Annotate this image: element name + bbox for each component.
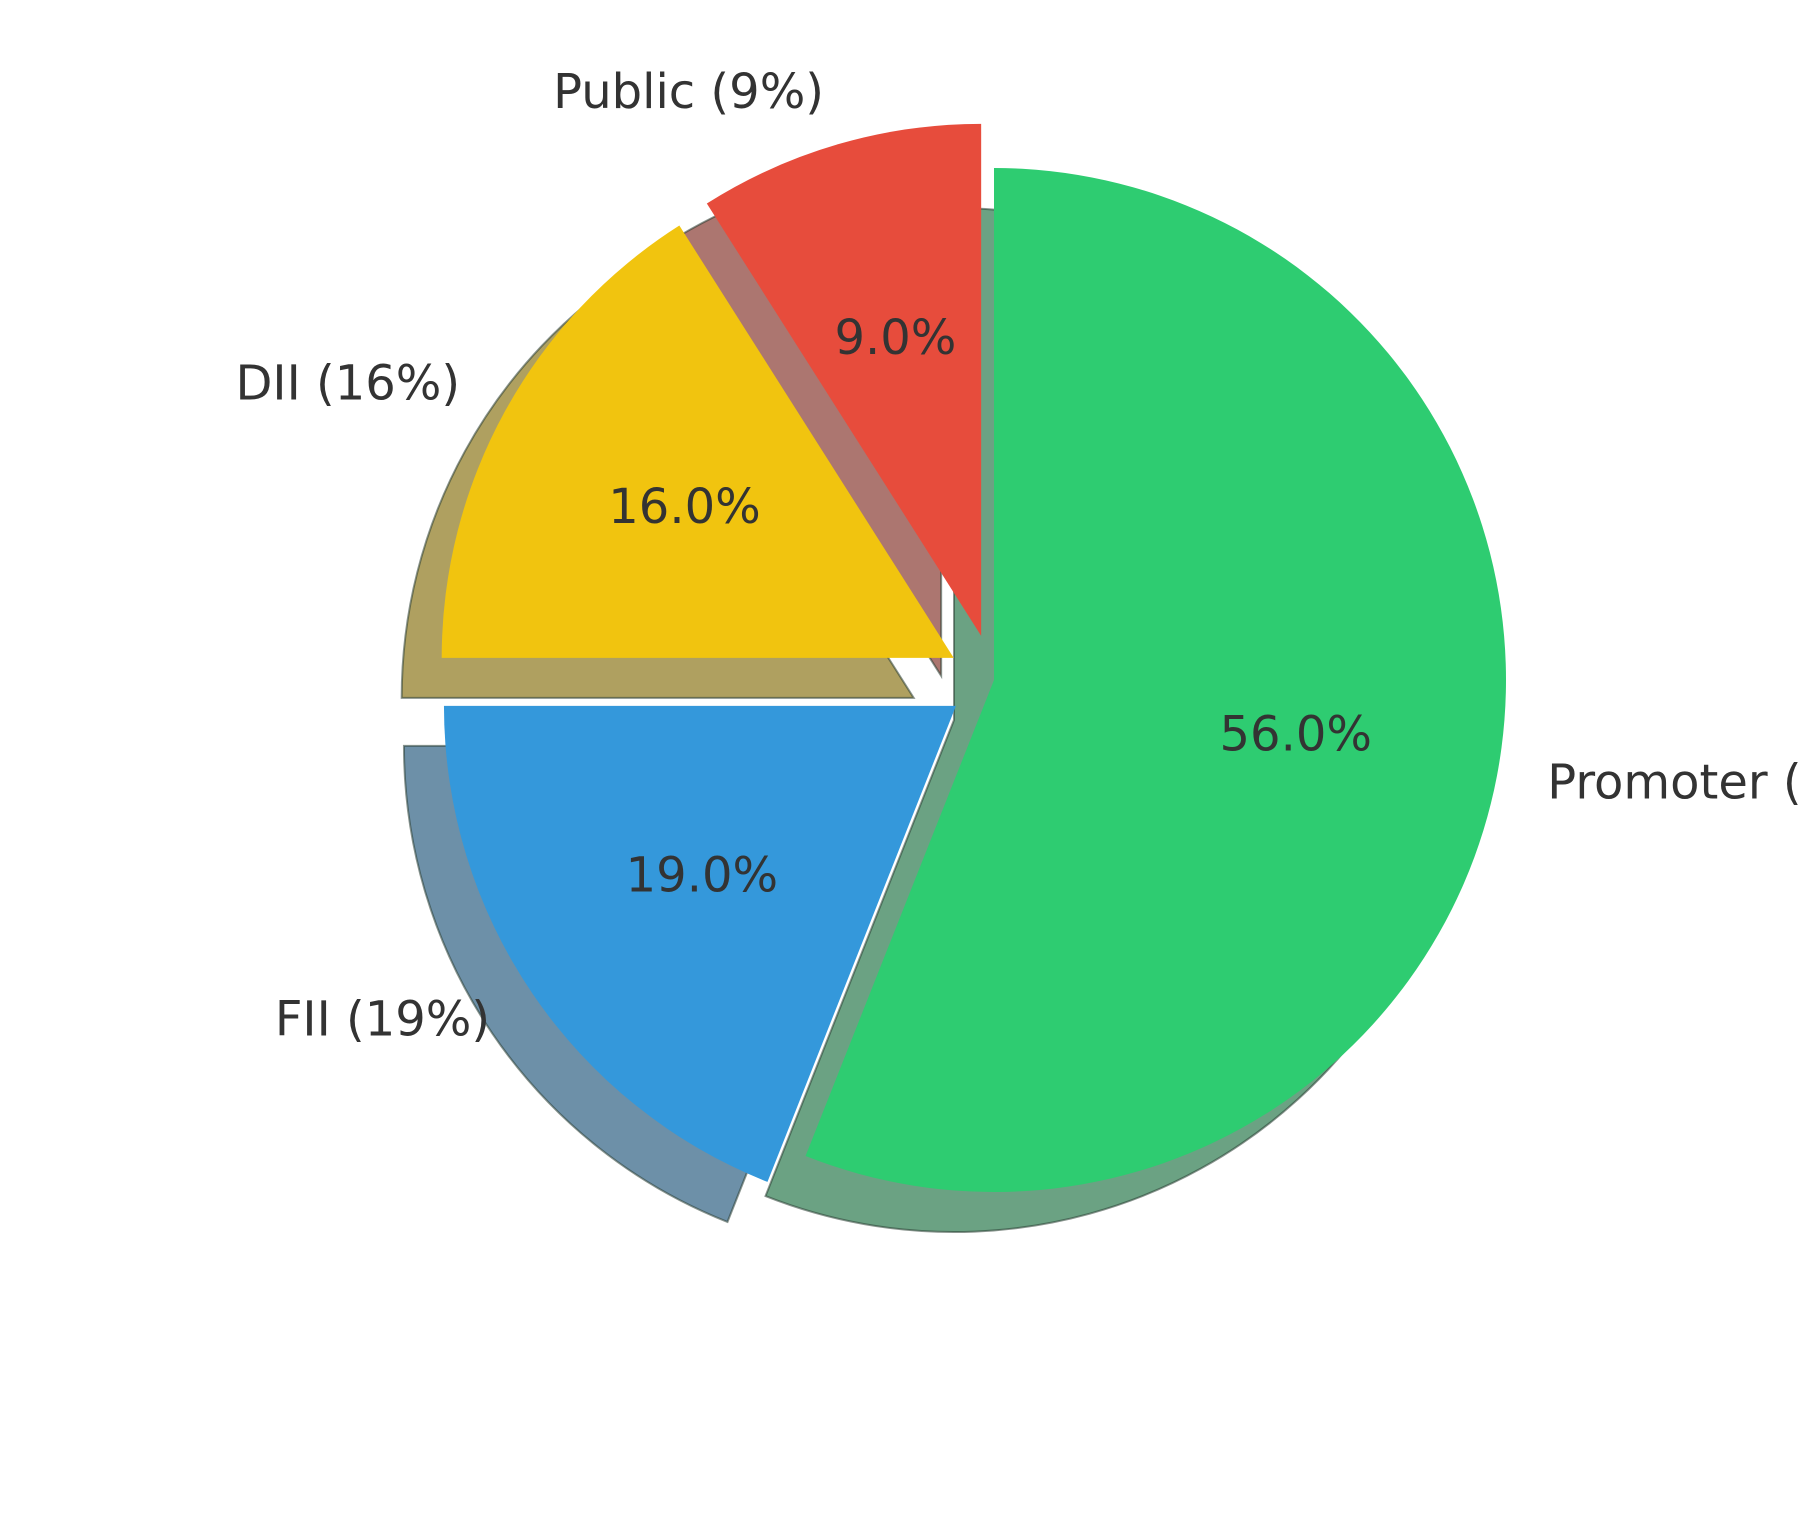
slice-label-fii: FII (19%)	[275, 991, 490, 1047]
slice-percent-public: 9.0%	[834, 310, 956, 366]
slice-percent-fii: 19.0%	[626, 848, 778, 904]
slice-percent-dii: 16.0%	[608, 479, 760, 535]
pie-slice-dii	[441, 225, 954, 658]
pie-slice-promoter	[805, 168, 1507, 1193]
slice-label-promoter: Promoter (56%)	[1547, 755, 1800, 811]
slice-layer	[441, 123, 1507, 1193]
label-layer: Promoter (56%) 56.0% FII (19%) 19.0% DII (16…	[235, 64, 1800, 1047]
slice-label-dii: DII (16%)	[235, 356, 460, 412]
pie-slice-public	[706, 123, 982, 636]
slice-label-public: Public (9%)	[553, 64, 824, 120]
pie-slice-fii	[443, 705, 956, 1182]
slice-percent-promoter: 56.0%	[1220, 707, 1372, 763]
